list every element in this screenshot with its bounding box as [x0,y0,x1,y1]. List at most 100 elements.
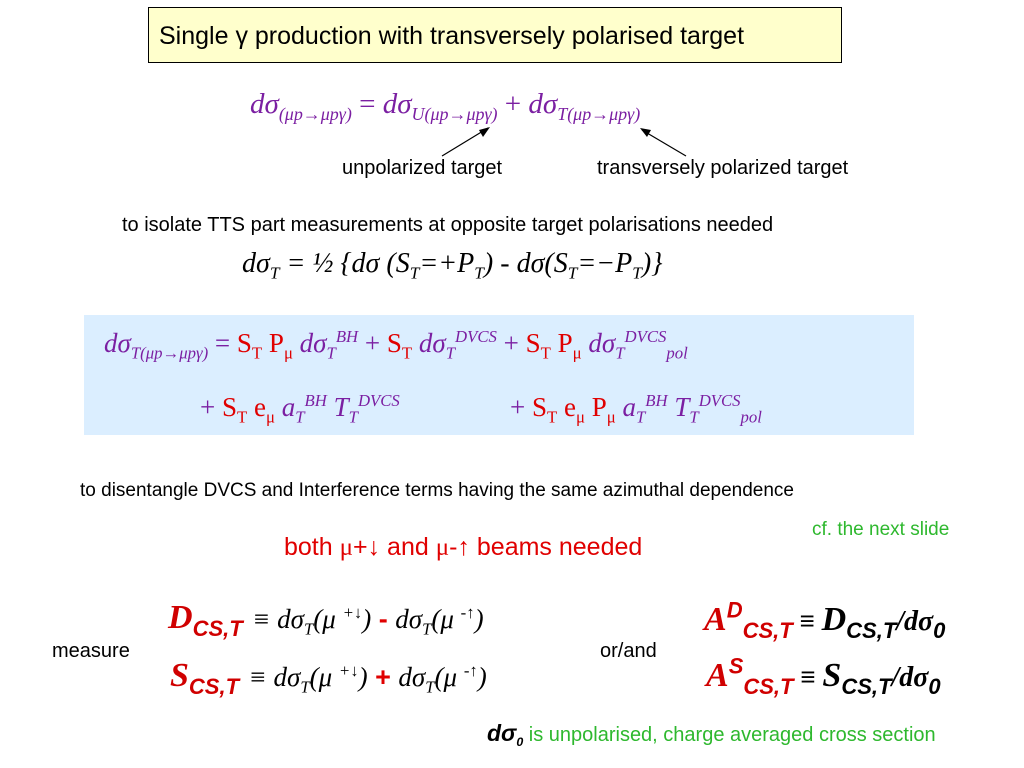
r1-s2: S [386,328,402,358]
arrow-transverse [641,129,687,157]
decomposition-row-2: + ST eμ aTBH TTDVCS [200,391,400,427]
beams-a: both [284,533,340,561]
r2-plus1: + [200,392,222,422]
d-m1-end: ) [362,604,372,634]
d-equiv: ≡ [252,604,278,634]
s-d2-sub: T [425,677,435,697]
text-cf-next-slide: cf. the next slide [812,519,950,540]
beams-mu2: μ [435,534,450,561]
footnote-symbol-sub: 0 [516,735,524,749]
r2-t2: T [667,392,690,422]
ad-rhs: D [821,601,847,638]
text-disentangle: to disentangle DVCS and Interference ter… [80,480,794,501]
r2-s1: S [221,392,238,422]
eq2-d: ) - dσ(S [483,248,568,279]
s-cs-t-sub: CS,T [188,673,240,699]
eq1-term-unpolarized-sub: U(μp→μpγ) [411,103,498,124]
s-d1-sub: T [300,677,310,697]
r1-s1: S [236,328,252,358]
s-m2-end: ) [477,662,487,692]
text-isolate-tts: to isolate TTS part measurements at oppo… [122,214,774,236]
r2-a1-sub: T [295,407,305,427]
equation-asymmetry-d: ADCS,T ≡ DCS,T/dσ0 [704,599,945,641]
s-m2-sup: -↑ [463,661,478,680]
eq2-a: dσ [242,248,270,279]
equation-d-cs-t: DCS,T ≡ dσT(μ +↓) - dσT(μ -↑) [168,598,484,639]
r1-s2-sub: T [401,343,413,363]
slide-title: Single γ production with transversely po… [159,22,745,50]
eq2-c: =+P [419,248,475,279]
equation-transverse-difference: dσT = ½ {dσ (ST=+PT) - dσ(ST=−PT)} [242,248,663,283]
r1-equals: = [208,328,237,358]
r2-e1: e [247,392,266,422]
s-cs-t-symbol: S [170,657,189,694]
eq2-b-sub: T [409,263,420,283]
r1-d2-sub: T [445,343,456,363]
s-m1: (μ [309,662,339,692]
ad-slash: /dσ [896,606,934,637]
r2-a2-sub: T [635,407,646,427]
r1-d2-sup: DVCS [455,327,497,346]
s-equiv: ≡ [248,662,274,692]
r2-s2-sub: T [547,407,558,427]
r1-plus1: + [358,328,387,358]
s-m1-sup: +↓ [338,661,359,680]
d-cs-t-symbol: D [168,599,193,636]
d-minus: - [371,604,396,634]
equation-asymmetry-s: ASCS,T ≡ SCS,T/dσ0 [706,653,941,697]
d-m1: (μ [313,604,343,634]
label-unpolarized-target: unpolarized target [342,157,503,179]
eq1-term-transverse: dσ [528,88,558,120]
r1-p1-sub: μ [283,343,293,363]
r2-t1-sup: DVCS [357,391,400,410]
r2-t1-sub: T [348,407,358,427]
as-slash: /dσ [891,662,929,693]
d-m2: (μ [431,604,461,634]
eq1-plus: + [497,88,529,120]
r2-a2: a [615,392,636,422]
eq1-lhs-sub: (μp→μpγ) [278,103,352,124]
r1-lhs-sub: T(μp→μpγ) [130,343,209,363]
r2-s1-sub: T [237,407,248,427]
r1-d3-sup: DVCS [624,327,667,346]
d-d2: dσ [395,604,423,634]
s-m2: (μ [434,662,464,692]
s-m1-end: ) [358,662,368,692]
ad-sub: CS,T [742,617,793,643]
eq1-term-transverse-sub: T(μp→μpγ) [557,103,641,124]
r1-p3-sub: μ [572,343,582,363]
decomposition-box [84,315,914,435]
r2-p2-sub: μ [606,407,616,427]
r1-p1: P [262,328,284,358]
ad-rhs-sub: CS,T [846,617,897,643]
arrow-head-unpolarized [479,127,490,137]
r2-e1-sub: μ [265,407,275,427]
r1-d3: dσ [581,328,616,358]
text-beams-needed: both μ+↓ and μ-↑ beams needed [284,533,642,562]
ad-symbol: A [704,601,727,638]
as-rhs-sub: CS,T [841,673,892,699]
d-m2-sup: -↑ [460,603,475,622]
d-d1-sub: T [303,619,314,639]
eq1-equals: = [351,88,383,120]
eq2-e-sub: T [632,263,642,283]
label-or-and: or/and [600,640,657,662]
ad-equiv: ≡ [792,606,822,636]
as-sub: CS,T [743,673,794,699]
r1-plus2: + [496,328,526,358]
eq2-f: )} [641,248,663,279]
r1-d1-sub: T [326,343,336,363]
beams-mu1: μ [339,534,354,561]
title-box: Single γ production with transversely po… [148,7,842,63]
r1-d3-sub: T [615,343,625,363]
r1-d1: dσ [292,328,327,358]
r2-t2-sub2: pol [740,407,762,427]
eq2-a-sub: T [269,263,280,283]
r2-p2: P [584,392,607,422]
as-sup: S [728,653,744,679]
r2-s2: S [531,392,548,422]
r1-d3-sub2: pol [666,343,688,363]
r1-d1-sup: BH [335,327,359,346]
footnote-symbol: dσ [487,720,517,746]
